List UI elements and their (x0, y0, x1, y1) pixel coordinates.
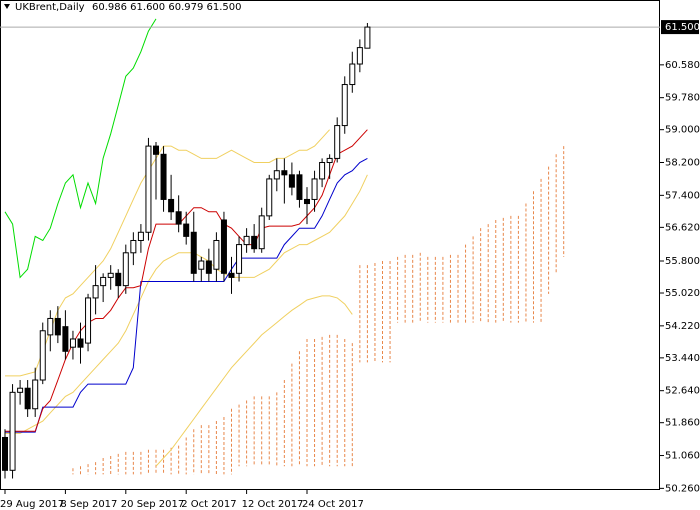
candle-body (281, 170, 288, 176)
candle-body (205, 260, 212, 274)
indicator-line (155, 295, 353, 467)
x-tick-label: 24 Oct 2017 (302, 499, 364, 510)
candle-body (296, 174, 303, 200)
x-tick-label: 20 Sep 2017 (121, 499, 184, 510)
menu-arrow[interactable] (4, 4, 10, 9)
candle-body (319, 162, 326, 180)
candle-body (356, 47, 363, 65)
ohlc: 60.986 61.600 60.979 61.500 (92, 2, 242, 13)
indicator-line (5, 157, 368, 433)
y-tick-label: 59.780 (665, 93, 700, 104)
candle-body (190, 231, 197, 274)
y-tick-label: 52.640 (665, 386, 700, 397)
y-tick-label: 51.860 (665, 418, 700, 429)
candle-body (304, 198, 310, 205)
candle-body (258, 215, 265, 250)
candle-body (85, 297, 92, 344)
candle-body (228, 272, 235, 278)
candle-body (92, 285, 99, 299)
x-tick-label: 29 Aug 2017 (0, 499, 64, 510)
candle-body (236, 244, 243, 274)
candle-body (243, 235, 250, 246)
x-tick-label: 12 Oct 2017 (242, 499, 304, 510)
price-label: 61.500 (665, 22, 700, 33)
candle-body (341, 84, 348, 127)
candle-body (17, 387, 24, 393)
candle-body (175, 211, 182, 225)
candle-body (122, 252, 129, 287)
candle-body (183, 223, 190, 237)
candle-body (288, 174, 295, 188)
y-tick-label: 51.060 (665, 451, 700, 462)
x-tick-label: 8 Sep 2017 (60, 499, 117, 510)
y-tick-label: 58.200 (665, 158, 700, 169)
candle-body (311, 178, 318, 200)
candle-body (47, 317, 54, 336)
y-tick-label: 55.800 (665, 256, 700, 267)
candle-body (77, 338, 84, 348)
candle-body (266, 178, 273, 217)
candle-body (251, 235, 258, 250)
candle-body (349, 63, 356, 86)
candle-body (160, 153, 167, 200)
candle-body (145, 145, 152, 233)
indicator-line (4, 18, 157, 279)
candle-body (153, 145, 159, 155)
candle-body (364, 26, 371, 49)
y-tick-label: 55.020 (665, 288, 700, 299)
candle-body (24, 387, 31, 410)
y-tick-label: 56.620 (665, 222, 700, 233)
candle-body (69, 338, 76, 348)
y-tick-label: 57.400 (665, 190, 700, 201)
candle-body (326, 157, 333, 164)
y-tick-label: 53.440 (665, 353, 700, 364)
symbol: UKBrent,Daily (15, 2, 85, 13)
candle-body (130, 239, 137, 254)
candle-body (213, 239, 220, 270)
y-tick-label: 59.000 (665, 125, 700, 136)
y-tick-label: 50.260 (665, 483, 700, 494)
plot-area (0, 18, 660, 479)
price-box (661, 20, 699, 35)
candle-body (137, 231, 144, 241)
candle-body (9, 391, 16, 471)
candle-body (220, 219, 227, 274)
indicator-line (5, 129, 330, 377)
candle-body (62, 326, 69, 352)
candle-body (334, 125, 341, 159)
y-tick-label: 60.580 (665, 60, 700, 71)
indicator-line (5, 174, 368, 434)
candle-body (198, 260, 205, 270)
candle-body (273, 170, 280, 180)
candle-body (32, 379, 39, 410)
plot-frame (0, 0, 660, 490)
candle-body (115, 272, 122, 287)
candle-body (100, 276, 107, 287)
candle-body (107, 272, 114, 278)
candle-body (54, 317, 61, 336)
x-tick-label: 2 Oct 2017 (181, 499, 236, 510)
candle-body (168, 198, 175, 213)
y-tick-label: 54.220 (665, 321, 700, 332)
candle-body (39, 330, 46, 381)
candle-body (2, 436, 8, 471)
